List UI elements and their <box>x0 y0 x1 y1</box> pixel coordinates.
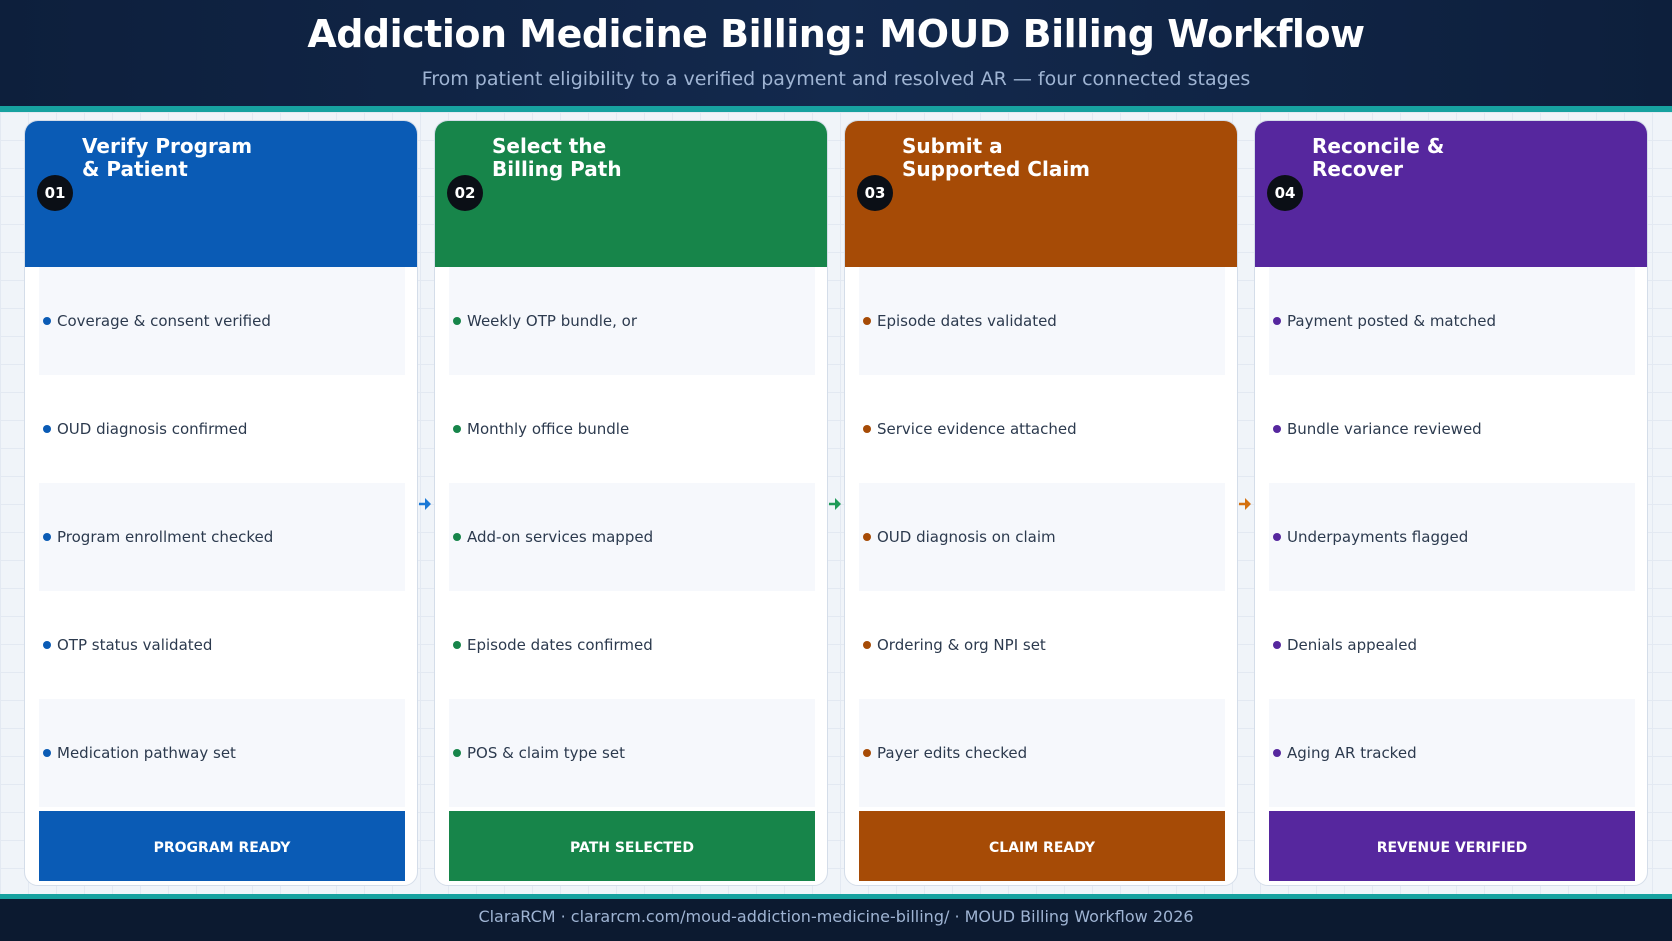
stage-status-banner: PATH SELECTED <box>449 811 815 881</box>
stage-number-badge: 01 <box>37 175 73 211</box>
bullet-dot-icon <box>43 425 51 433</box>
stage-header: Select the Billing Path 02 <box>435 121 827 267</box>
checklist-item-label: OUD diagnosis on claim <box>877 528 1056 546</box>
stage-checklist: Payment posted & matched Bundle variance… <box>1269 267 1635 811</box>
bullet-dot-icon <box>1273 317 1281 325</box>
header-accent-bar <box>0 106 1672 112</box>
stage-card-1: Verify Program & Patient 01 Coverage & c… <box>24 120 418 886</box>
checklist-item: OUD diagnosis on claim <box>859 483 1225 591</box>
stage-number-badge: 04 <box>1267 175 1303 211</box>
stage-checklist: Coverage & consent verified OUD diagnosi… <box>39 267 405 811</box>
checklist-item-label: Episode dates confirmed <box>467 636 653 654</box>
stage-card-2: Select the Billing Path 02 Weekly OTP bu… <box>434 120 828 886</box>
stage-card-3: Submit a Supported Claim 03 Episode date… <box>844 120 1238 886</box>
stage-header: Verify Program & Patient 01 <box>25 121 417 267</box>
checklist-item: Program enrollment checked <box>39 483 405 591</box>
stage-status-banner: PROGRAM READY <box>39 811 405 881</box>
stage-header: Submit a Supported Claim 03 <box>845 121 1237 267</box>
checklist-item-label: OUD diagnosis confirmed <box>57 420 248 438</box>
bullet-dot-icon <box>863 533 871 541</box>
bullet-dot-icon <box>863 425 871 433</box>
arrow-right-icon <box>1239 498 1251 510</box>
stage-title: Reconcile & Recover <box>1312 134 1445 181</box>
page-header: Addiction Medicine Billing: MOUD Billing… <box>0 0 1672 106</box>
checklist-item: Add-on services mapped <box>449 483 815 591</box>
stage-title: Submit a Supported Claim <box>902 134 1091 181</box>
bullet-dot-icon <box>453 317 461 325</box>
checklist-item: Service evidence attached <box>859 375 1225 483</box>
bullet-dot-icon <box>453 533 461 541</box>
checklist-item: Monthly office bundle <box>449 375 815 483</box>
footer-accent-bar <box>0 894 1672 899</box>
arrow-right-icon <box>829 498 841 510</box>
checklist-item-label: Coverage & consent verified <box>57 312 271 330</box>
bullet-dot-icon <box>863 317 871 325</box>
bullet-dot-icon <box>453 749 461 757</box>
bullet-dot-icon <box>43 317 51 325</box>
checklist-item: Weekly OTP bundle, or <box>449 267 815 375</box>
checklist-item: Payment posted & matched <box>1269 267 1635 375</box>
stage-header: Reconcile & Recover 04 <box>1255 121 1647 267</box>
stage-number-badge: 03 <box>857 175 893 211</box>
arrow-right-icon <box>419 498 431 510</box>
checklist-item-label: Payer edits checked <box>877 744 1028 762</box>
checklist-item-label: Payment posted & matched <box>1287 312 1497 330</box>
checklist-item: Denials appealed <box>1269 591 1635 699</box>
stage-card-4: Reconcile & Recover 04 Payment posted & … <box>1254 120 1648 886</box>
checklist-item-label: Medication pathway set <box>57 744 236 762</box>
bullet-dot-icon <box>43 533 51 541</box>
checklist-item: Medication pathway set <box>39 699 405 807</box>
stage-title: Select the Billing Path <box>492 134 622 181</box>
checklist-item: Coverage & consent verified <box>39 267 405 375</box>
checklist-item: Episode dates validated <box>859 267 1225 375</box>
stage-checklist: Weekly OTP bundle, or Monthly office bun… <box>449 267 815 811</box>
checklist-item-label: Add-on services mapped <box>467 528 654 546</box>
checklist-item: POS & claim type set <box>449 699 815 807</box>
checklist-item-label: Monthly office bundle <box>467 420 630 438</box>
checklist-item: Aging AR tracked <box>1269 699 1635 807</box>
checklist-item-label: Bundle variance reviewed <box>1287 420 1482 438</box>
bullet-dot-icon <box>1273 425 1281 433</box>
bullet-dot-icon <box>453 641 461 649</box>
checklist-item-label: Program enrollment checked <box>57 528 274 546</box>
checklist-item-label: Denials appealed <box>1287 636 1417 654</box>
bullet-dot-icon <box>1273 641 1281 649</box>
stage-status-banner: CLAIM READY <box>859 811 1225 881</box>
stage-title: Verify Program & Patient <box>82 134 253 181</box>
page-subtitle: From patient eligibility to a verified p… <box>421 68 1251 90</box>
bullet-dot-icon <box>863 641 871 649</box>
checklist-item-label: Weekly OTP bundle, or <box>467 312 638 330</box>
checklist-item: Underpayments flagged <box>1269 483 1635 591</box>
checklist-item-label: POS & claim type set <box>467 744 625 762</box>
stage-number-badge: 02 <box>447 175 483 211</box>
checklist-item-label: Episode dates validated <box>877 312 1057 330</box>
bullet-dot-icon <box>453 425 461 433</box>
bullet-dot-icon <box>863 749 871 757</box>
stage-status-banner: REVENUE VERIFIED <box>1269 811 1635 881</box>
checklist-item-label: Ordering & org NPI set <box>877 636 1046 654</box>
checklist-item-label: OTP status validated <box>57 636 213 654</box>
checklist-item-label: Service evidence attached <box>877 420 1077 438</box>
bullet-dot-icon <box>1273 749 1281 757</box>
checklist-item: OTP status validated <box>39 591 405 699</box>
checklist-item-label: Underpayments flagged <box>1287 528 1469 546</box>
bullet-dot-icon <box>43 749 51 757</box>
page-footer: ClaraRCM · clararcm.com/moud-addiction-m… <box>0 899 1672 941</box>
checklist-item-label: Aging AR tracked <box>1287 744 1417 762</box>
page-title: Addiction Medicine Billing: MOUD Billing… <box>307 12 1365 56</box>
bullet-dot-icon <box>1273 533 1281 541</box>
checklist-item: Ordering & org NPI set <box>859 591 1225 699</box>
checklist-item: OUD diagnosis confirmed <box>39 375 405 483</box>
bullet-dot-icon <box>43 641 51 649</box>
checklist-item: Episode dates confirmed <box>449 591 815 699</box>
checklist-item: Bundle variance reviewed <box>1269 375 1635 483</box>
stage-checklist: Episode dates validated Service evidence… <box>859 267 1225 811</box>
checklist-item: Payer edits checked <box>859 699 1225 807</box>
